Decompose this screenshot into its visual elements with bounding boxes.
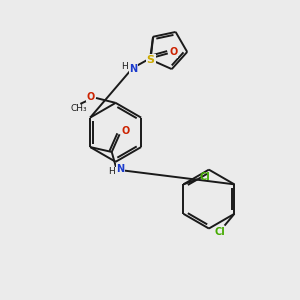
Text: O: O (169, 47, 178, 58)
Text: O: O (122, 126, 130, 136)
Text: O: O (86, 92, 94, 102)
Text: N: N (129, 64, 137, 74)
Text: H: H (108, 167, 115, 176)
Text: H: H (121, 62, 128, 71)
Text: N: N (116, 164, 124, 174)
Text: S: S (147, 55, 155, 65)
Text: CH₃: CH₃ (70, 104, 87, 113)
Text: Cl: Cl (214, 227, 225, 237)
Text: Cl: Cl (200, 172, 210, 182)
